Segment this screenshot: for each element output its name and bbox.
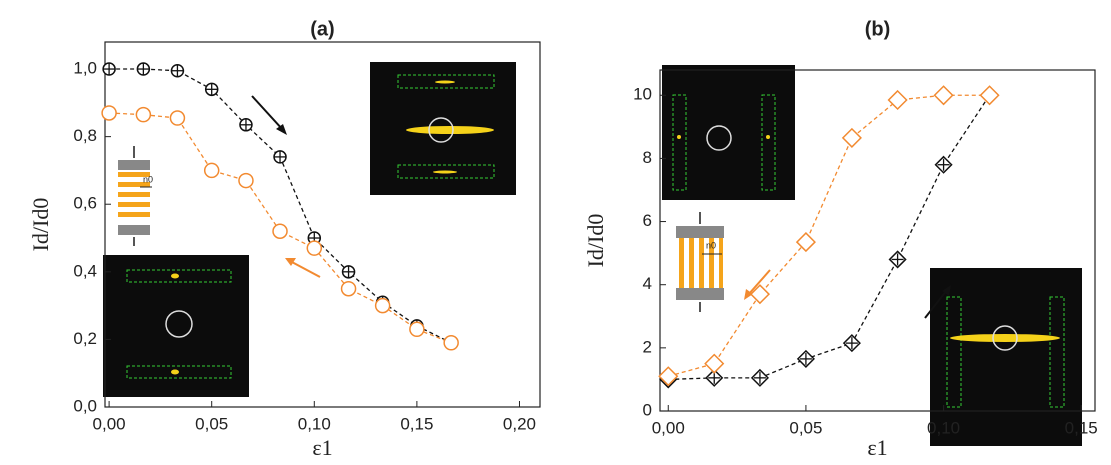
inset-label: n0 xyxy=(143,174,153,184)
x-tick-label: 0,05 xyxy=(789,418,822,437)
y-tick-label: 0,8 xyxy=(73,126,97,145)
marker-shape xyxy=(101,105,117,121)
chart-title: (a) xyxy=(310,18,334,40)
y-tick-label: 4 xyxy=(643,274,652,293)
marker xyxy=(887,89,908,111)
marker-shape xyxy=(658,366,679,387)
marker xyxy=(238,172,254,189)
marker xyxy=(658,366,679,387)
marker xyxy=(750,368,770,387)
marker-shape xyxy=(443,335,459,351)
x-tick-label: 0,10 xyxy=(298,414,331,433)
marker xyxy=(704,353,725,374)
plot-frame xyxy=(659,69,1096,412)
y-tick-label: 0,2 xyxy=(73,329,97,348)
y-tick-label: 8 xyxy=(643,148,652,167)
marker xyxy=(705,368,724,387)
marker-shape xyxy=(135,106,152,123)
y-tick-label: 6 xyxy=(643,211,652,230)
marker xyxy=(979,85,1000,106)
x-axis-label: ε1 xyxy=(867,435,887,460)
marker-shape xyxy=(374,297,391,314)
marker-shape xyxy=(887,89,908,111)
y-tick-label: 0,4 xyxy=(73,261,97,280)
y-tick-label: 1,0 xyxy=(73,59,97,78)
inset-b: n0 xyxy=(662,65,1082,446)
inset-a: n0 xyxy=(103,62,516,397)
marker xyxy=(374,297,391,314)
marker xyxy=(101,105,117,121)
marker xyxy=(340,280,357,297)
x-tick-label: 0,05 xyxy=(195,414,228,433)
y-tick-label: 0 xyxy=(643,400,652,419)
marker xyxy=(934,155,953,174)
x-tick-label: 0,00 xyxy=(652,418,685,437)
marker xyxy=(888,250,907,269)
chart-title: (b) xyxy=(865,18,891,40)
marker xyxy=(749,284,771,305)
y-tick-label: 0,6 xyxy=(73,194,97,213)
marker xyxy=(795,232,816,253)
y-tick-label: 0,0 xyxy=(73,396,97,415)
marker-shape xyxy=(169,110,186,126)
y-axis-label: Id/Id0 xyxy=(28,198,53,252)
x-tick-label: 0,15 xyxy=(400,414,433,433)
marker xyxy=(273,150,287,164)
marker-shape xyxy=(933,85,954,106)
y-axis-label: Id/Id0 xyxy=(583,214,608,268)
x-tick-label: 0,10 xyxy=(927,418,960,437)
marker xyxy=(136,62,151,76)
marker xyxy=(341,265,356,279)
marker-shape xyxy=(841,127,862,148)
marker-shape xyxy=(749,284,771,305)
marker xyxy=(239,118,253,132)
marker-shape xyxy=(203,162,220,179)
marker xyxy=(135,106,152,123)
x-axis-label: ε1 xyxy=(312,435,332,460)
marker xyxy=(796,349,815,368)
marker xyxy=(102,62,116,76)
marker-shape xyxy=(340,280,357,297)
marker xyxy=(933,85,954,106)
marker xyxy=(306,240,323,256)
y-tick-label: 2 xyxy=(643,337,652,356)
x-tick-label: 0,20 xyxy=(503,414,536,433)
series-line xyxy=(668,94,991,381)
plot-frame xyxy=(104,41,541,408)
marker-shape xyxy=(704,353,725,374)
inset-label: n0 xyxy=(706,240,716,250)
marker xyxy=(841,127,862,148)
marker xyxy=(204,82,219,97)
marker-shape xyxy=(795,232,816,253)
marker-shape xyxy=(979,85,1000,106)
marker xyxy=(409,321,425,338)
x-tick-label: 0,00 xyxy=(93,414,126,433)
y-tick-label: 10 xyxy=(633,85,652,104)
marker-shape xyxy=(238,172,254,189)
marker xyxy=(203,162,220,179)
marker-shape xyxy=(409,321,425,338)
marker xyxy=(170,63,185,78)
marker-shape xyxy=(272,223,288,240)
marker xyxy=(169,110,186,126)
marker-shape xyxy=(306,240,323,256)
x-tick-label: 0,15 xyxy=(1065,418,1098,437)
marker xyxy=(443,335,459,351)
marker xyxy=(842,334,861,353)
marker xyxy=(272,223,288,240)
